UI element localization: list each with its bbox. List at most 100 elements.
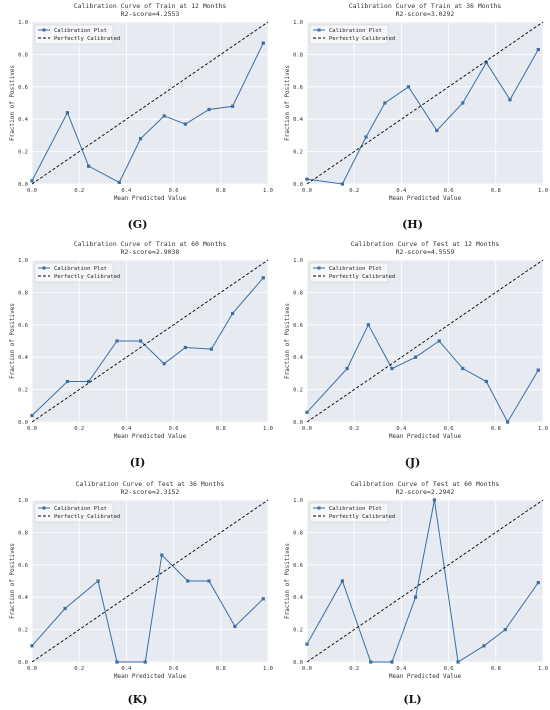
calibration-point [231, 311, 235, 316]
y-tick-label: 0.4 [293, 355, 304, 361]
legend-label: Perfectly Calibrated [329, 36, 395, 42]
x-axis-label: Mean Predicted Value [389, 433, 462, 440]
calibration-point [345, 366, 349, 371]
x-tick-label: 0.0 [302, 188, 312, 194]
calibration-point [305, 642, 309, 646]
calibration-point [207, 579, 211, 583]
y-tick-label: 0.2 [293, 388, 303, 394]
chart-title: Calibration Curve of Train at 36 Months [349, 2, 502, 10]
x-tick-label: 0.8 [491, 426, 501, 432]
y-tick-label: 1.0 [18, 20, 28, 26]
x-tick-label: 0.6 [444, 666, 454, 672]
x-tick-label: 0.4 [396, 426, 407, 432]
legend: Calibration Plot Perfectly Calibrated [34, 24, 120, 45]
panel-l: Calibration Curve of Test at 60 Months R2… [279, 478, 549, 688]
perfect-calibration-line [306, 21, 544, 185]
calibration-point [503, 628, 507, 632]
legend-swatch-marker [42, 506, 46, 510]
chart-l: Calibration Curve of Test at 60 MonthsR2… [284, 480, 548, 680]
legend-label: Calibration Plot [54, 506, 107, 512]
x-tick-label: 0.6 [444, 426, 454, 432]
x-tick-label: 0.8 [491, 666, 501, 672]
calibration-point [366, 323, 370, 327]
y-tick-label: 0.6 [18, 563, 28, 569]
calibration-point [305, 410, 309, 414]
panel-g: Calibration Curve of Train at 12 Months R… [4, 0, 274, 210]
y-axis-label: Fraction of Positives [9, 65, 16, 141]
perfect-calibration-line [31, 259, 269, 423]
calibration-point [233, 624, 237, 628]
calibration-point [383, 101, 387, 105]
calibration-point [209, 347, 213, 351]
x-tick-label: 0.6 [444, 188, 454, 194]
calibration-point [30, 644, 34, 648]
calibration-point [305, 177, 309, 181]
legend: Calibration Plot Perfectly Calibrated [309, 502, 395, 523]
legend-box [34, 24, 114, 45]
y-tick-label: 0.0 [293, 420, 303, 426]
calibration-point [508, 98, 512, 102]
x-axis-label: Mean Predicted Value [114, 433, 187, 440]
calibration-point [432, 498, 437, 502]
y-tick-label: 0.2 [18, 150, 28, 156]
legend: Calibration Plot Perfectly Calibrated [309, 262, 395, 283]
y-tick-label: 0.2 [18, 628, 28, 634]
chart-subtitle: R2-score=2.9038 [121, 248, 180, 256]
x-tick-label: 0.0 [302, 426, 312, 432]
calibration-point [261, 41, 265, 45]
chart-title: Calibration Curve of Test at 12 Months [351, 240, 500, 248]
calibration-point [364, 135, 368, 139]
calibration-point [506, 420, 510, 424]
legend: Calibration Plot Perfectly Calibrated [34, 502, 120, 523]
x-tick-label: 0.8 [216, 666, 226, 672]
y-axis-label: Fraction of Positives [284, 303, 291, 379]
calibration-point [413, 355, 418, 359]
calibration-point [63, 606, 67, 611]
calibration-point [390, 660, 394, 664]
panel-i: Calibration Curve of Train at 60 Months R… [4, 238, 274, 448]
calibration-point [340, 182, 344, 186]
calibration-point [143, 660, 147, 664]
x-axis-label: Mean Predicted Value [114, 673, 187, 680]
calibration-point [115, 660, 119, 664]
chart-title: Calibration Curve of Train at 60 Months [74, 240, 227, 248]
calibration-line [306, 323, 539, 424]
calibration-point [65, 111, 69, 115]
x-tick-label: 0.2 [74, 188, 84, 194]
calibration-point [96, 579, 100, 583]
calibration-point [160, 553, 164, 557]
x-tick-label: 0.0 [27, 188, 37, 194]
x-tick-label: 1.0 [538, 426, 548, 432]
legend-box [309, 262, 389, 283]
legend-box [309, 24, 389, 45]
y-tick-label: 0.2 [18, 388, 28, 394]
panel-k: Calibration Curve of Test at 36 Months R2… [4, 478, 274, 688]
calibration-point [183, 122, 187, 126]
legend-box [309, 502, 389, 523]
y-tick-label: 0.4 [18, 355, 29, 361]
calibration-point [482, 644, 486, 648]
legend-swatch-marker [317, 506, 321, 510]
legend-box [34, 262, 114, 283]
calibration-point [435, 128, 439, 133]
y-tick-label: 0.6 [293, 563, 303, 569]
perfect-calibration-line [31, 499, 269, 663]
y-tick-label: 0.6 [293, 323, 303, 329]
x-tick-label: 0.0 [302, 666, 312, 672]
legend-label: Perfectly Calibrated [329, 514, 395, 520]
calibration-point [231, 104, 235, 108]
chart-title: Calibration Curve of Test at 36 Months [76, 480, 225, 488]
x-tick-label: 0.4 [121, 426, 132, 432]
x-tick-label: 1.0 [263, 188, 273, 194]
calibration-point [461, 101, 465, 105]
x-axis-label: Mean Predicted Value [114, 195, 187, 202]
y-tick-label: 1.0 [18, 498, 28, 504]
x-tick-label: 0.2 [349, 426, 359, 432]
x-tick-label: 0.2 [349, 188, 359, 194]
x-tick-label: 0.2 [349, 666, 359, 672]
x-tick-label: 0.4 [396, 666, 407, 672]
calibration-point [30, 413, 34, 418]
y-tick-label: 0.8 [293, 530, 303, 536]
x-tick-label: 0.6 [169, 188, 179, 194]
legend: Calibration Plot Perfectly Calibrated [34, 262, 120, 283]
